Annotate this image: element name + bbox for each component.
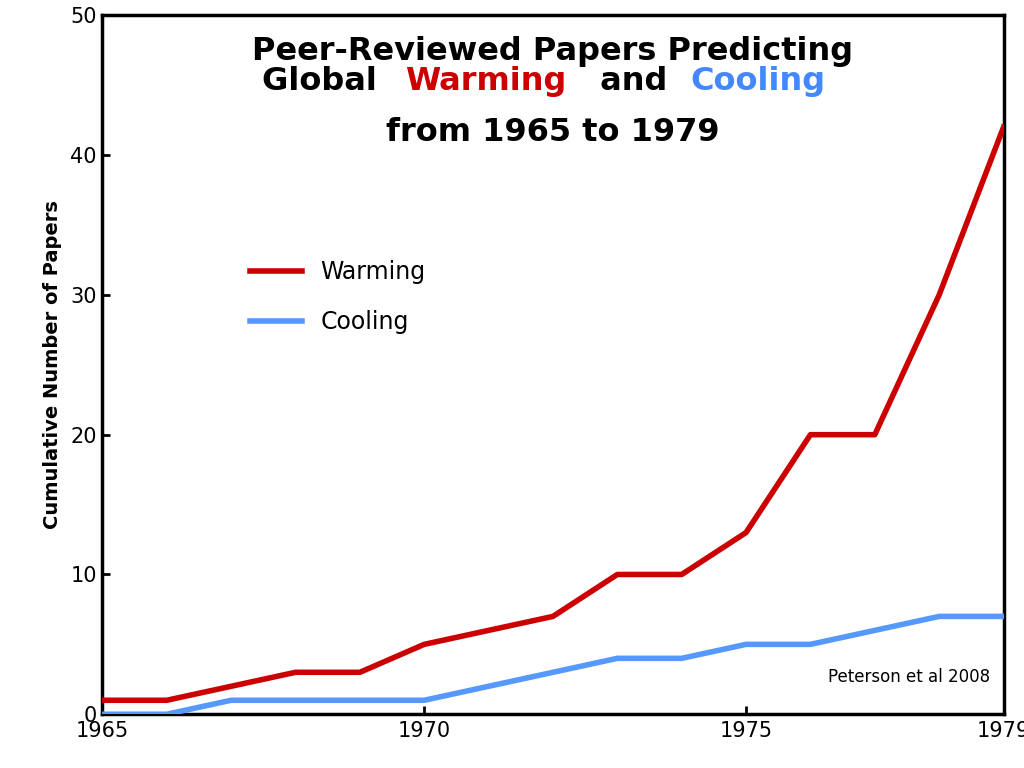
Cooling bbox=[96, 710, 109, 719]
Cooling bbox=[868, 626, 881, 635]
Warming bbox=[868, 430, 881, 439]
Warming bbox=[611, 570, 624, 579]
Warming bbox=[96, 696, 109, 705]
Warming bbox=[225, 682, 238, 691]
Cooling bbox=[676, 654, 688, 663]
Cooling bbox=[225, 696, 238, 705]
Warming bbox=[418, 640, 430, 649]
Text: and: and bbox=[589, 66, 678, 98]
Cooling bbox=[740, 640, 753, 649]
Text: Peer-Reviewed Papers Predicting: Peer-Reviewed Papers Predicting bbox=[252, 36, 854, 68]
Warming bbox=[997, 123, 1010, 132]
Warming bbox=[676, 570, 688, 579]
Cooling bbox=[611, 654, 624, 663]
Warming bbox=[482, 626, 495, 635]
Warming bbox=[290, 667, 302, 677]
Cooling bbox=[290, 696, 302, 705]
Text: from 1965 to 1979: from 1965 to 1979 bbox=[386, 118, 720, 148]
Text: Peterson et al 2008: Peterson et al 2008 bbox=[827, 668, 990, 687]
Warming bbox=[804, 430, 816, 439]
Cooling bbox=[482, 682, 495, 691]
Cooling bbox=[997, 612, 1010, 621]
Line: Warming: Warming bbox=[102, 127, 1004, 700]
Text: Global: Global bbox=[262, 66, 388, 98]
Cooling bbox=[353, 696, 366, 705]
Cooling bbox=[161, 710, 173, 719]
Cooling bbox=[933, 612, 945, 621]
Y-axis label: Cumulative Number of Papers: Cumulative Number of Papers bbox=[43, 200, 62, 529]
Line: Cooling: Cooling bbox=[102, 617, 1004, 714]
Warming bbox=[933, 290, 945, 300]
Text: Cooling: Cooling bbox=[690, 66, 825, 98]
Warming bbox=[161, 696, 173, 705]
Cooling bbox=[804, 640, 816, 649]
Warming bbox=[353, 667, 366, 677]
Cooling bbox=[418, 696, 430, 705]
Warming bbox=[740, 528, 753, 537]
Legend: Warming, Cooling: Warming, Cooling bbox=[241, 251, 435, 343]
Cooling bbox=[547, 667, 559, 677]
Warming bbox=[547, 612, 559, 621]
Text: Warming: Warming bbox=[406, 66, 566, 98]
